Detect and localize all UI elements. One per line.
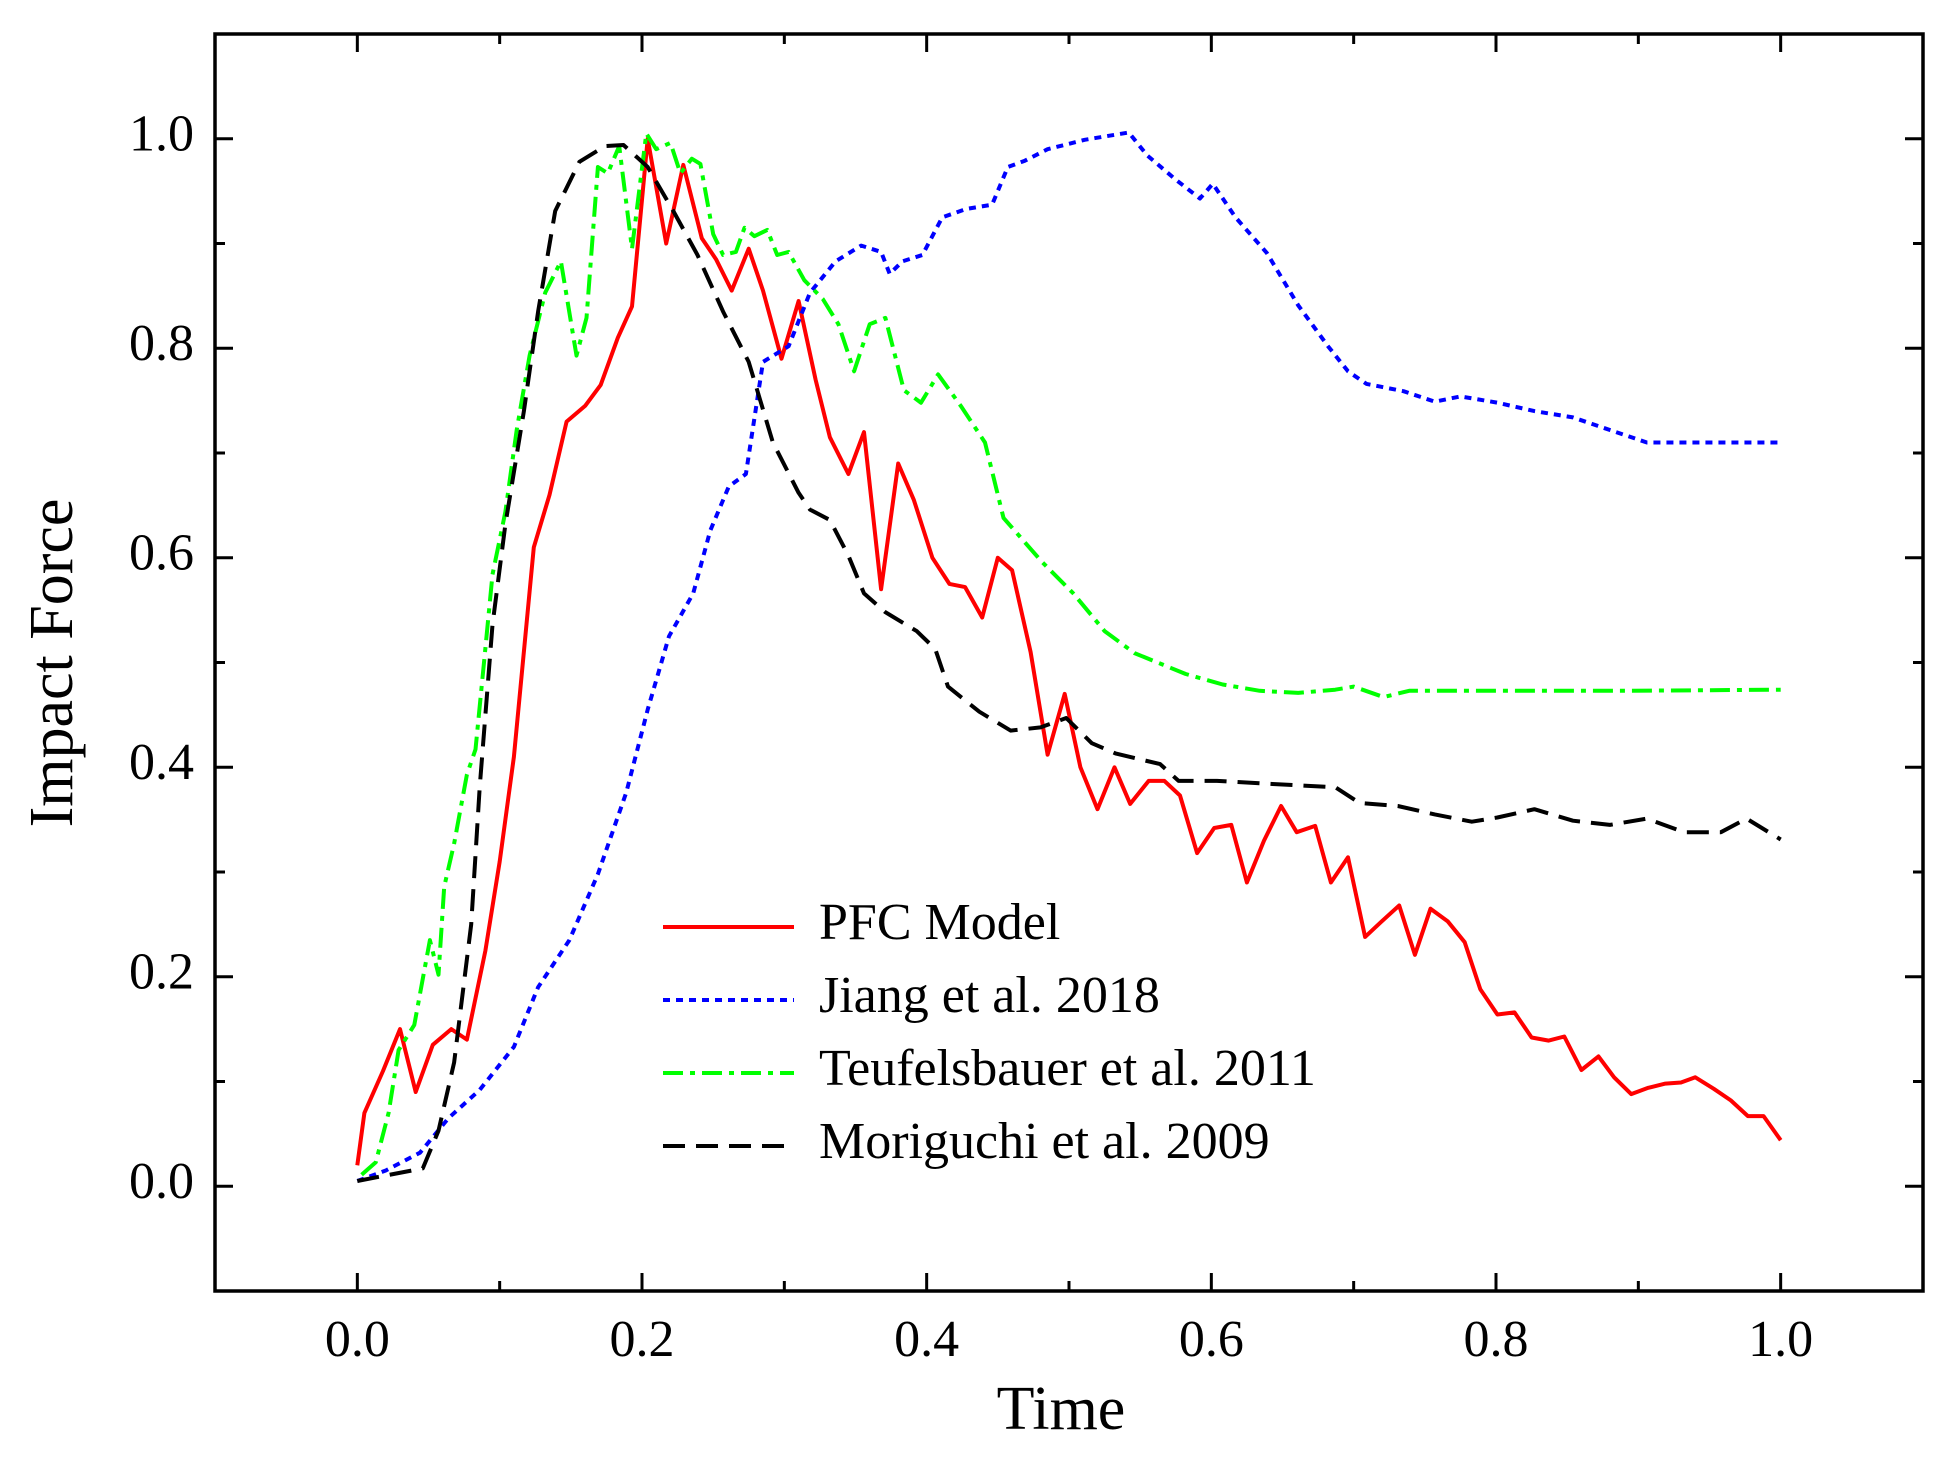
legend-label: PFC Model <box>819 894 1060 951</box>
x-tick-label: 0.4 <box>894 1311 959 1368</box>
series-line <box>360 131 1781 1177</box>
x-tick-label: 0.8 <box>1464 1311 1529 1368</box>
y-tick-label: 0.6 <box>129 525 194 582</box>
y-tick-label: 0.8 <box>129 315 194 372</box>
series-line <box>356 143 1782 1183</box>
y-tick-label: 0.4 <box>129 734 194 791</box>
x-tick-label: 1.0 <box>1748 1311 1813 1368</box>
legend-label: Jiang et al. 2018 <box>819 967 1160 1024</box>
x-tick-label: 0.6 <box>1179 1311 1244 1368</box>
series-line <box>355 136 1783 1166</box>
x-tick-label: 0.0 <box>325 1311 390 1368</box>
y-tick-label: 1.0 <box>129 106 194 163</box>
y-tick-label: 0.2 <box>129 944 194 1001</box>
legend-label: Teufelsbauer et al. 2011 <box>819 1040 1316 1097</box>
y-axis-title: Impact Force <box>18 499 86 828</box>
x-axis-title: Time <box>997 1375 1126 1443</box>
y-tick-label: 0.0 <box>129 1153 194 1210</box>
series-line <box>356 130 1781 1183</box>
legend-label: Moriguchi et al. 2009 <box>819 1113 1270 1170</box>
x-tick-label: 0.2 <box>610 1311 675 1368</box>
